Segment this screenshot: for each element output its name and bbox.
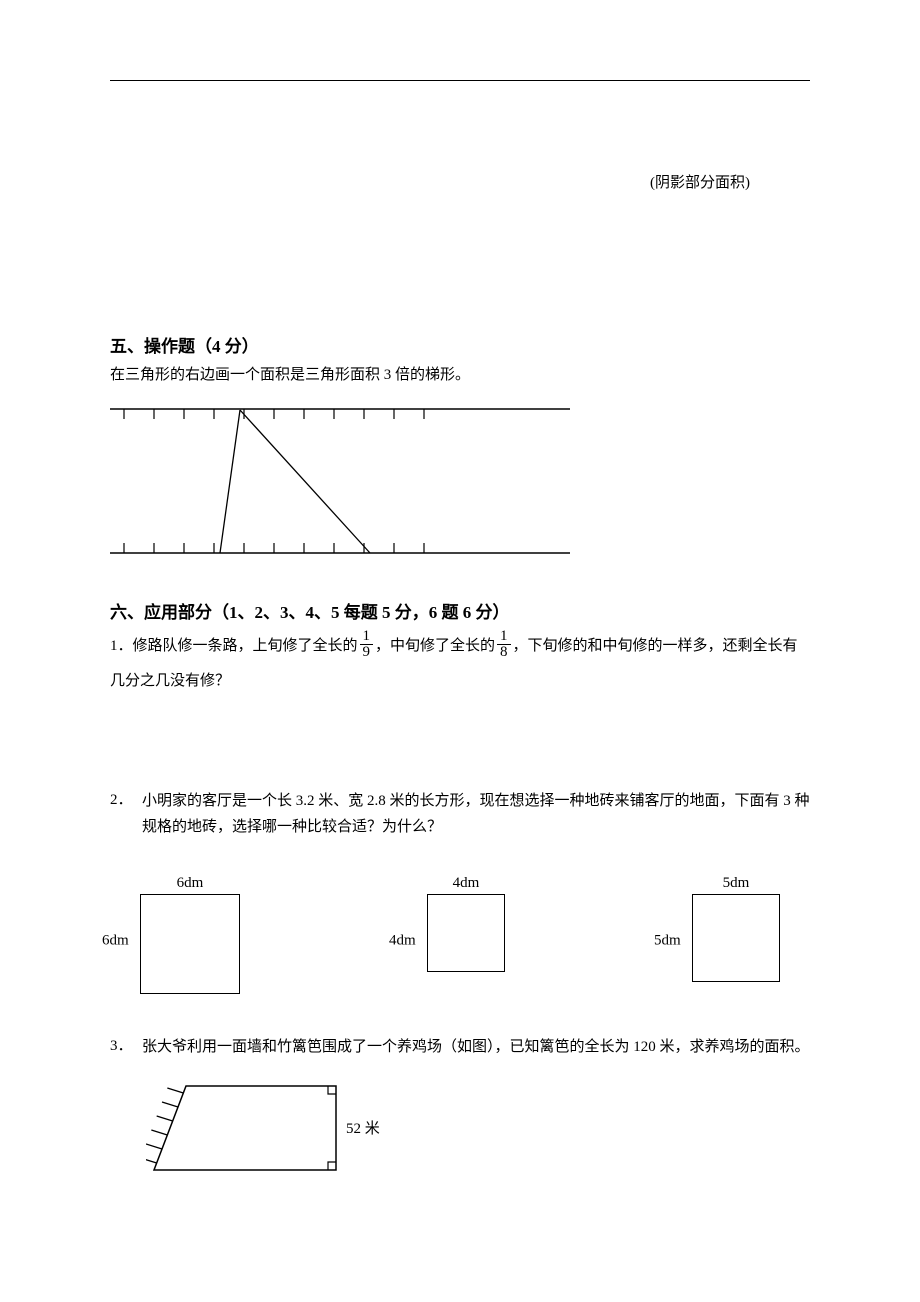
q1-text-prefix: 修路队修一条路，上旬修了全长的 [133, 638, 358, 654]
tile-3-top-label: 5dm [692, 875, 780, 892]
tile-2-top-label: 4dm [427, 875, 505, 892]
q1-number: 1． [110, 638, 133, 654]
tile-1-box [140, 894, 240, 994]
triangle-grid-figure [110, 405, 810, 560]
tile-option-3: 5dm5dm [692, 875, 780, 994]
tile-option-2: 4dm4dm [427, 875, 505, 994]
page-top-rule [110, 80, 810, 81]
svg-text:52 米: 52 米 [346, 1120, 380, 1137]
fraction-1-denominator: 9 [360, 645, 374, 660]
q3-number: 3． [110, 1034, 142, 1060]
q2-number: 2． [110, 788, 142, 841]
question-1: 1．修路队修一条路，上旬修了全长的19，中旬修了全长的18，下旬修的和中旬修的一… [110, 629, 810, 698]
question-2: 2． 小明家的客厅是一个长 3.2 米、宽 2.8 米的长方形，现在想选择一种地… [110, 788, 810, 841]
tile-options: 6dm6dm4dm4dm5dm5dm [110, 859, 810, 1034]
fraction-1-numerator: 1 [360, 629, 374, 645]
shaded-area-note: (阴影部分面积) [110, 171, 810, 192]
section-5-heading: 五、操作题（4 分） [110, 332, 810, 357]
tile-3-side-label: 5dm [654, 932, 681, 949]
tile-2-side-label: 4dm [389, 932, 416, 949]
tile-1-side-label: 6dm [102, 932, 129, 949]
tile-option-1: 6dm6dm [140, 875, 240, 994]
section-6-heading: 六、应用部分（1、2、3、4、5 每题 5 分，6 题 6 分） [110, 598, 810, 623]
q2-text: 小明家的客厅是一个长 3.2 米、宽 2.8 米的长方形，现在想选择一种地砖来铺… [142, 788, 810, 841]
q3-text: 张大爷利用一面墙和竹篱笆围成了一个养鸡场（如图），已知篱笆的全长为 120 米，… [142, 1034, 810, 1060]
fraction-2-numerator: 1 [497, 629, 511, 645]
fraction-2: 18 [497, 629, 511, 660]
fraction-1: 19 [360, 629, 374, 660]
q1-text-mid: ，中旬修了全长的 [375, 638, 495, 654]
tile-1-top-label: 6dm [140, 875, 240, 892]
fraction-2-denominator: 8 [497, 645, 511, 660]
tile-2-box [427, 894, 505, 972]
question-3: 3． 张大爷利用一面墙和竹篱笆围成了一个养鸡场（如图），已知篱笆的全长为 120… [110, 1034, 810, 1060]
chicken-farm-figure: 52 米 [146, 1078, 810, 1183]
tile-3-box [692, 894, 780, 982]
section-5-instruction: 在三角形的右边画一个面积是三角形面积 3 倍的梯形。 [110, 363, 810, 387]
